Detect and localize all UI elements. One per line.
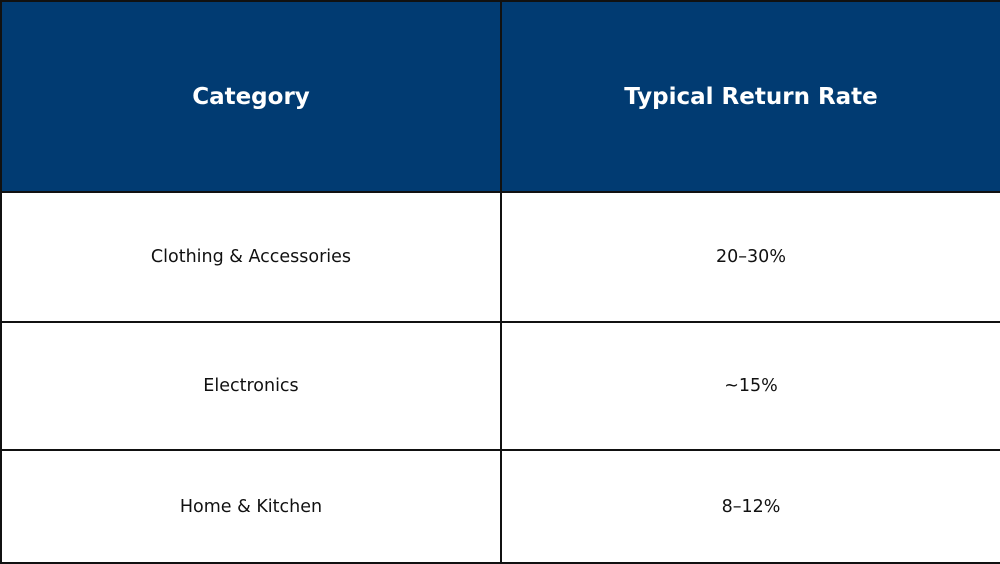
table-row: Clothing & Accessories 20–30% xyxy=(0,191,1000,323)
return-rate-cell: 20–30% xyxy=(500,191,1000,323)
column-header-category: Category xyxy=(0,0,502,193)
category-cell: Clothing & Accessories xyxy=(0,191,502,323)
return-rate-cell: 8–12% xyxy=(500,449,1000,564)
return-rate-cell: ~15% xyxy=(500,321,1000,451)
table-row: Electronics ~15% xyxy=(0,321,1000,451)
column-header-return-rate: Typical Return Rate xyxy=(500,0,1000,193)
category-cell: Electronics xyxy=(0,321,502,451)
category-cell: Home & Kitchen xyxy=(0,449,502,564)
header-row: Category Typical Return Rate xyxy=(0,0,1000,193)
table-row: Home & Kitchen 8–12% xyxy=(0,449,1000,564)
